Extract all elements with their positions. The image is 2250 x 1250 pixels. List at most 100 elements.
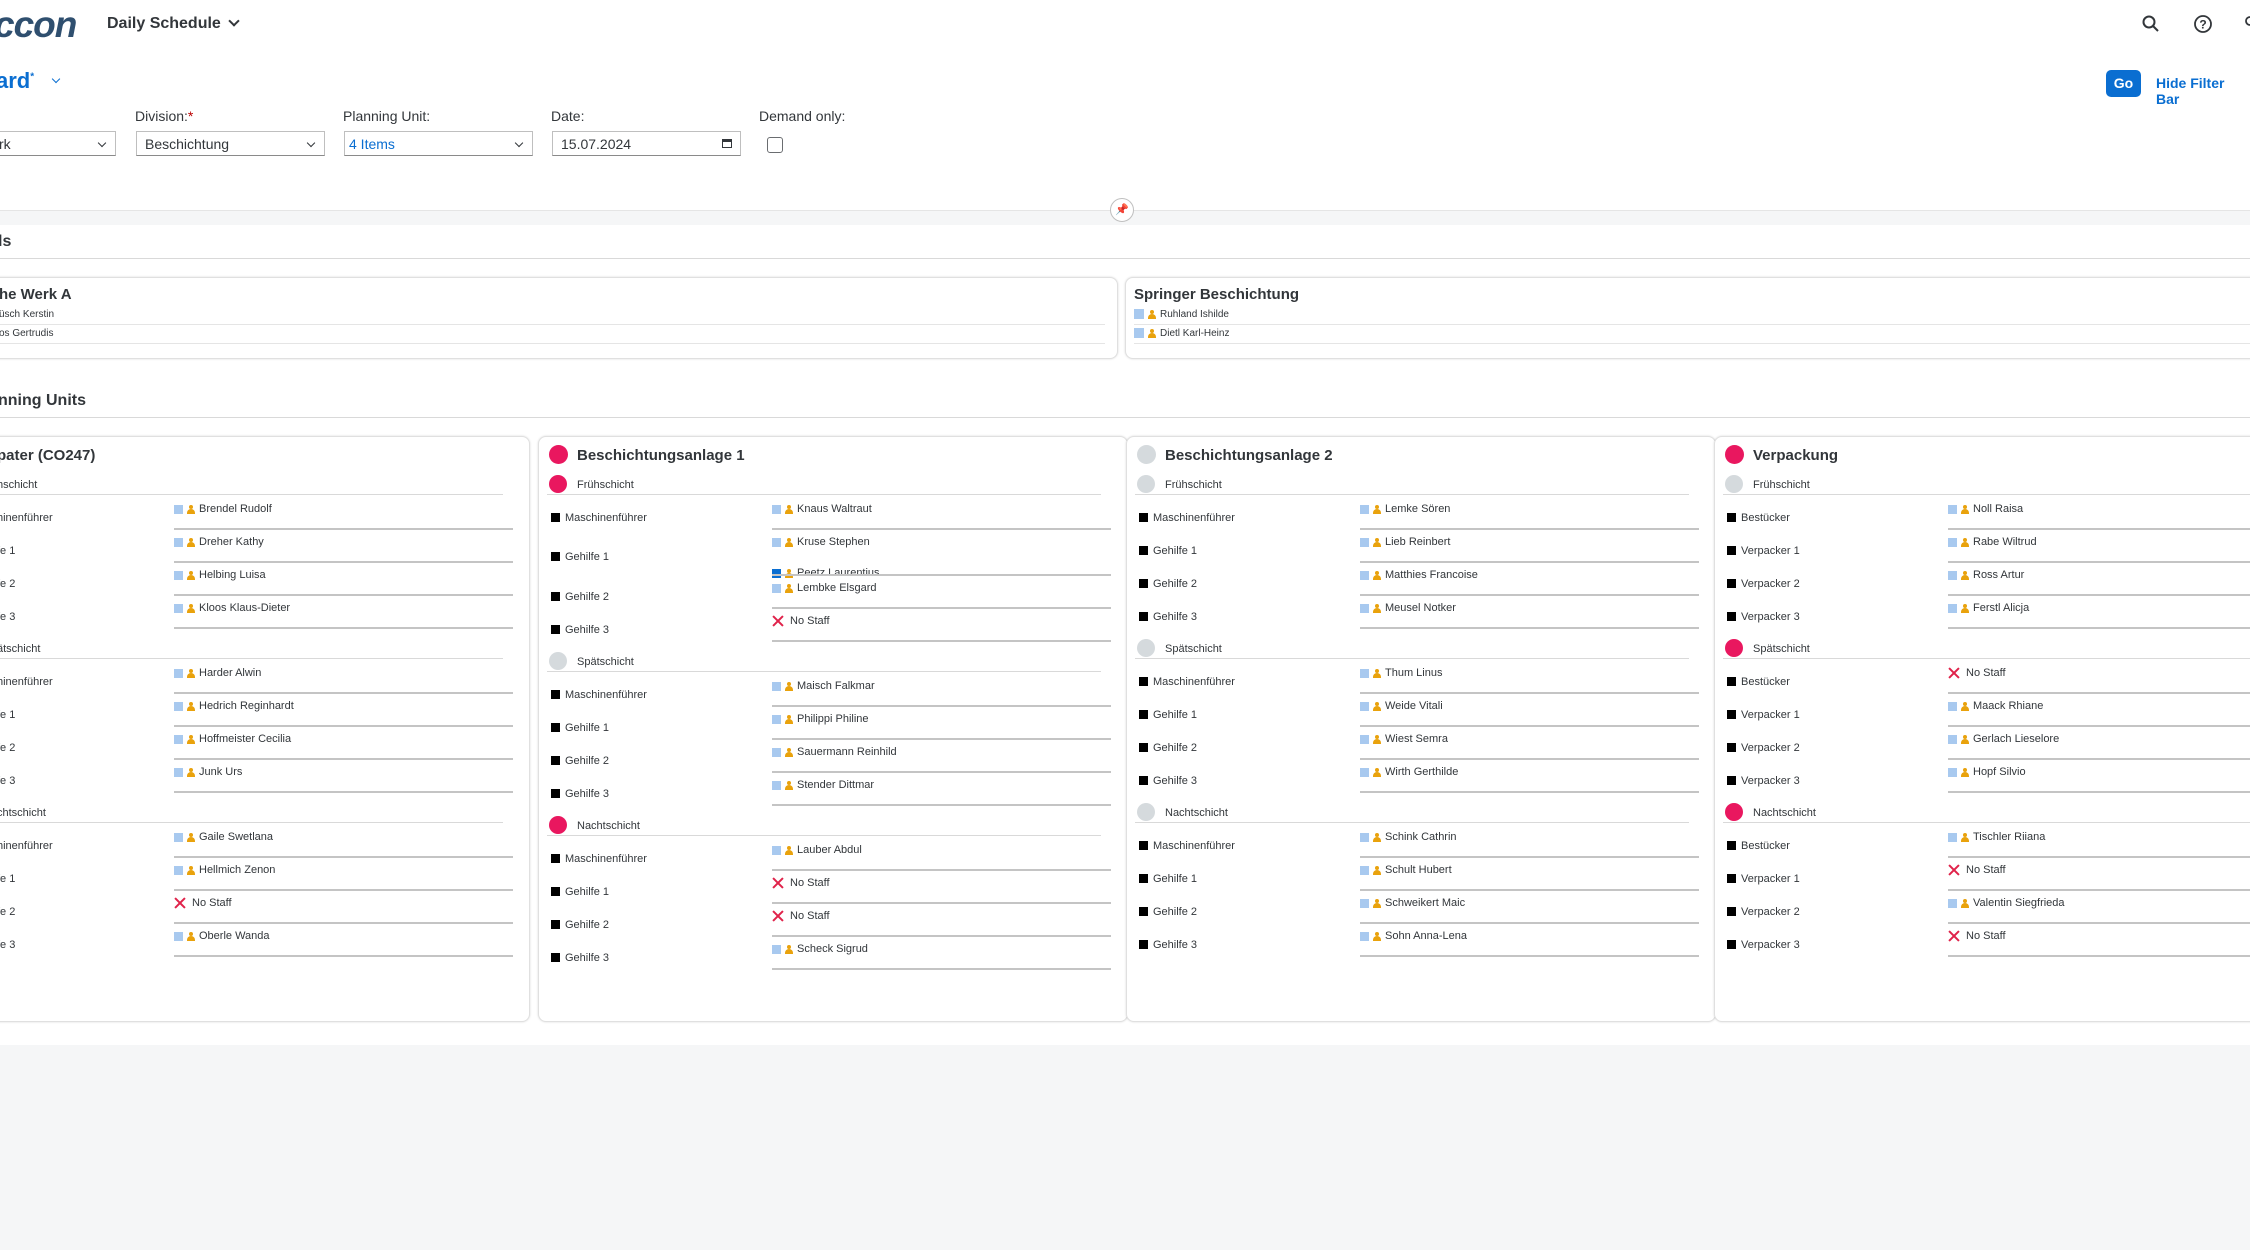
staff-checkbox-icon[interactable] (772, 504, 781, 514)
staff-checkbox-icon[interactable] (1360, 865, 1369, 875)
no-staff-entry[interactable]: No Staff (1948, 930, 2006, 942)
staff-entry[interactable]: Valentin Siegfrieda (1948, 897, 2065, 909)
staff-checkbox-icon[interactable] (174, 668, 183, 678)
staff-checkbox-icon[interactable] (1948, 832, 1957, 842)
staff-checkbox-icon[interactable] (174, 537, 183, 547)
staff-checkbox-icon[interactable] (174, 701, 183, 711)
pool-member-row[interactable]: os Gertrudis (0, 325, 1105, 344)
staff-checkbox-icon[interactable] (1948, 898, 1957, 908)
staff-entry[interactable]: Ross Artur (1948, 569, 2024, 581)
staff-entry[interactable]: Thum Linus (1360, 667, 1442, 679)
staff-checkbox-icon[interactable] (1948, 570, 1957, 580)
staff-entry[interactable]: Lieb Reinbert (1360, 536, 1450, 548)
staff-checkbox-icon[interactable] (1360, 767, 1369, 777)
staff-checkbox-icon[interactable] (772, 681, 781, 691)
staff-checkbox-icon[interactable] (174, 504, 183, 514)
staff-checkbox-icon[interactable] (772, 714, 781, 724)
division-select[interactable]: Beschichtung (136, 131, 325, 156)
calendar-icon[interactable] (722, 139, 732, 148)
staff-entry[interactable]: Tischler Riiana (1948, 831, 2045, 843)
staff-checkbox-icon[interactable] (772, 583, 781, 593)
no-staff-entry[interactable]: No Staff (772, 877, 830, 889)
staff-entry[interactable]: Gaile Swetlana (174, 831, 273, 843)
staff-entry[interactable]: Maisch Falkmar (772, 680, 875, 692)
staff-entry[interactable]: Wirth Gerthilde (1360, 766, 1458, 778)
staff-entry[interactable]: Rabe Wiltrud (1948, 536, 2037, 548)
staff-entry[interactable]: Sauermann Reinhild (772, 746, 897, 758)
staff-entry[interactable]: Lemke Sören (1360, 503, 1450, 515)
staff-checkbox-icon[interactable] (772, 845, 781, 855)
no-staff-entry[interactable]: No Staff (772, 910, 830, 922)
planning-unit-select[interactable]: 4 Items (344, 131, 533, 156)
staff-checkbox-icon[interactable] (174, 767, 183, 777)
staff-entry[interactable]: Hoffmeister Cecilia (174, 733, 291, 745)
staff-entry[interactable]: Scheck Sigrud (772, 943, 868, 955)
staff-entry[interactable]: Lauber Abdul (772, 844, 862, 856)
no-staff-entry[interactable]: No Staff (772, 615, 830, 627)
pool-member-row[interactable]: Ruhland Ishilde (1134, 306, 2250, 325)
staff-entry[interactable]: Sohn Anna-Lena (1360, 930, 1467, 942)
staff-entry[interactable]: Wiest Semra (1360, 733, 1448, 745)
staff-checkbox-icon[interactable] (1360, 537, 1369, 547)
staff-checkbox-icon[interactable] (1360, 570, 1369, 580)
help-icon[interactable]: ? (2193, 14, 2213, 34)
member-checkbox-icon[interactable] (1134, 328, 1144, 339)
hide-filter-bar-button[interactable]: Hide Filter Bar (2156, 75, 2225, 107)
staff-checkbox-icon[interactable] (1360, 734, 1369, 744)
staff-checkbox-icon[interactable] (1360, 898, 1369, 908)
company-logo[interactable]: ccon (0, 4, 77, 45)
staff-entry[interactable]: Schweikert Maic (1360, 897, 1465, 909)
staff-entry[interactable]: Kloos Klaus-Dieter (174, 602, 290, 614)
staff-checkbox-icon[interactable] (174, 570, 183, 580)
staff-checkbox-icon[interactable] (1360, 668, 1369, 678)
staff-entry[interactable]: Philippi Philine (772, 713, 869, 725)
staff-entry[interactable]: Meusel Notker (1360, 602, 1456, 614)
staff-checkbox-icon[interactable] (1948, 603, 1957, 613)
pool-member-row[interactable]: üsch Kerstin (0, 306, 1105, 325)
staff-checkbox-icon[interactable] (1948, 701, 1957, 711)
staff-entry[interactable]: Gerlach Lieselore (1948, 733, 2059, 745)
staff-checkbox-icon[interactable] (772, 747, 781, 757)
staff-entry[interactable]: Hedrich Reginhardt (174, 700, 294, 712)
planning-unit-value[interactable]: 4 Items (349, 136, 395, 152)
variant-chevron-icon[interactable] (51, 74, 61, 84)
staff-entry[interactable]: Weide Vitali (1360, 700, 1443, 712)
staff-entry[interactable]: Lembke Elsgard (772, 582, 877, 594)
staff-checkbox-icon[interactable] (772, 780, 781, 790)
staff-entry[interactable]: Noll Raisa (1948, 503, 2023, 515)
staff-entry[interactable]: Oberle Wanda (174, 930, 270, 942)
go-button[interactable]: Go (2106, 70, 2141, 97)
member-checkbox-icon[interactable] (1134, 309, 1144, 320)
app-title-menu[interactable]: Daily Schedule (107, 15, 240, 33)
staff-checkbox-icon[interactable] (1948, 767, 1957, 777)
pool-member-row[interactable]: Dietl Karl-Heinz (1134, 325, 2250, 344)
no-staff-entry[interactable]: No Staff (1948, 667, 2006, 679)
staff-entry[interactable]: Brendel Rudolf (174, 503, 272, 515)
staff-checkbox-icon[interactable] (174, 865, 183, 875)
staff-checkbox-icon[interactable] (1360, 603, 1369, 613)
staff-entry[interactable]: Schult Hubert (1360, 864, 1452, 876)
staff-checkbox-icon[interactable] (174, 603, 183, 613)
search-icon[interactable] (2141, 14, 2161, 34)
staff-checkbox-icon[interactable] (1360, 504, 1369, 514)
staff-entry[interactable]: Harder Alwin (174, 667, 261, 679)
staff-checkbox-icon[interactable] (772, 568, 781, 578)
staff-checkbox-icon[interactable] (1948, 537, 1957, 547)
staff-entry[interactable]: Junk Urs (174, 766, 242, 778)
staff-checkbox-icon[interactable] (1360, 832, 1369, 842)
staff-entry[interactable]: Stender Dittmar (772, 779, 874, 791)
staff-checkbox-icon[interactable] (174, 832, 183, 842)
staff-checkbox-icon[interactable] (174, 734, 183, 744)
staff-entry[interactable]: Dreher Kathy (174, 536, 264, 548)
staff-checkbox-icon[interactable] (1360, 701, 1369, 711)
staff-checkbox-icon[interactable] (772, 537, 781, 547)
staff-entry[interactable]: Ferstl Alicja (1948, 602, 2029, 614)
staff-entry[interactable]: Hopf Silvio (1948, 766, 2026, 778)
staff-checkbox-icon[interactable] (1948, 734, 1957, 744)
pin-icon[interactable]: 📌 (1110, 198, 1134, 222)
staff-entry[interactable]: Maack Rhiane (1948, 700, 2043, 712)
staff-checkbox-icon[interactable] (772, 944, 781, 954)
staff-entry[interactable]: Helbing Luisa (174, 569, 266, 581)
staff-entry[interactable]: Hellmich Zenon (174, 864, 275, 876)
staff-checkbox-icon[interactable] (174, 931, 183, 941)
